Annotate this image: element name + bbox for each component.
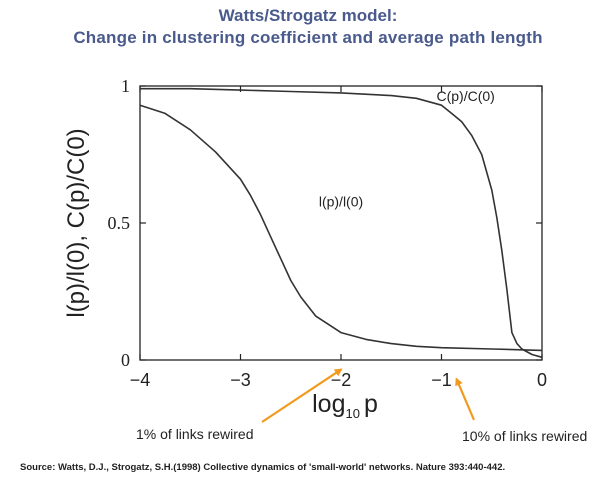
arrow-10pct [455,377,476,421]
x-axis-label-subscript: 10 [346,406,360,421]
x-tick-label: −4 [130,370,151,390]
y-tick-label: 1 [121,76,130,96]
arrow-1pct [261,368,343,423]
y-axis-label: l(p)/l(0), C(p)/C(0) [63,128,90,317]
x-tick-label: −3 [230,370,251,390]
chart-title-line-2: Change in clustering coefficient and ave… [73,28,543,47]
series-annotation-1: l(p)/l(0) [319,194,363,210]
y-tick-label: 0.5 [108,213,131,233]
y-tick-label: 0 [121,350,130,370]
x-tick-label: −2 [331,370,352,390]
x-axis-label-variable: p [364,390,378,418]
x-axis-label-main: log [312,390,345,418]
series-line-0 [140,87,543,359]
plot-frame [139,85,543,361]
series-line-1 [139,104,543,352]
x-tick-label: 0 [537,370,547,390]
x-axis-label: log10 p [312,390,378,421]
source-citation: Source: Watts, D.J., Strogatz, S.H.(1998… [20,462,506,473]
series-layer [139,87,543,359]
chart-title-line-1: Watts/Strogatz model: [218,6,398,25]
annotation-10pct: 10% of links rewired [462,428,588,444]
annotation-layer: C(p)/C(0) l(p)/l(0) [261,88,495,423]
plot-axes: −4 −3 −2 −1 0 0 0.5 1 l(p)/l(0), C(p)/C(0) log10 p [63,76,547,421]
series-annotation-0: C(p)/C(0) [436,88,494,104]
annotation-1pct: 1% of links rewired [136,426,254,442]
x-tick-label: −1 [431,370,452,390]
